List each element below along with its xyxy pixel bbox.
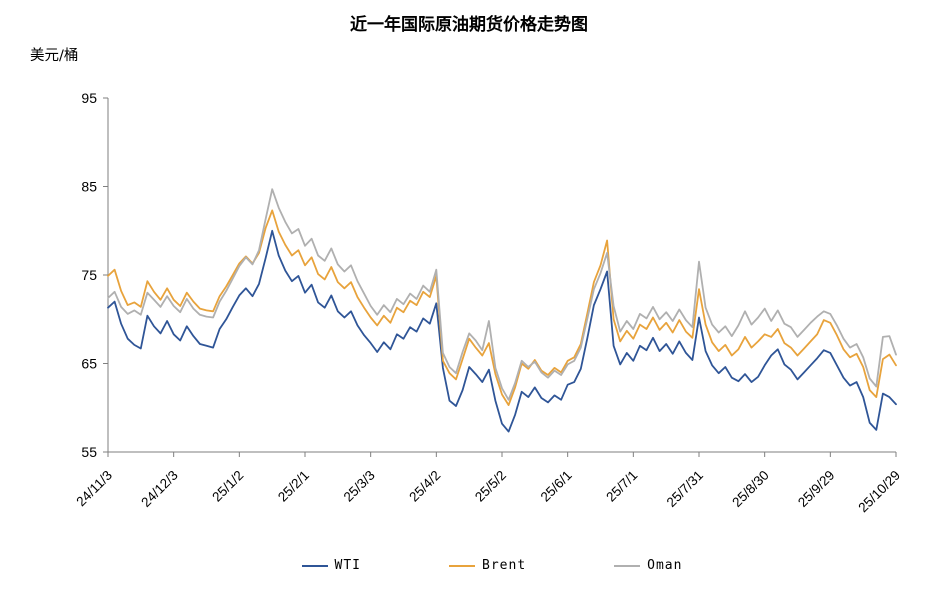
- oman-line-swatch: [614, 564, 641, 567]
- x-tick-label: 25/9/29: [795, 468, 837, 510]
- x-tick-label: 25/1/2: [209, 468, 246, 505]
- y-tick-label: 55: [81, 444, 97, 460]
- series-line-brent: [107, 209, 897, 407]
- y-tick-label: 85: [81, 179, 97, 195]
- chart-legend: WTI Brent Oman: [23, 558, 938, 573]
- page-title: 近一年国际原油期货价格走势图: [350, 15, 588, 35]
- x-tick-label: 25/8/30: [729, 468, 771, 510]
- x-tick-label: 25/4/2: [406, 468, 443, 505]
- x-tick-label: 24/12/3: [138, 468, 180, 510]
- x-tick-label: 25/5/2: [472, 468, 509, 505]
- series-line-oman: [107, 188, 897, 401]
- x-tick-label: 25/3/3: [341, 468, 378, 505]
- wti-line-swatch: [301, 564, 328, 567]
- legend-label-brent: Brent: [482, 558, 527, 573]
- legend-item-oman: Oman: [614, 558, 682, 573]
- brent-line-swatch: [449, 564, 476, 567]
- legend-item-brent: Brent: [449, 558, 526, 573]
- x-tick-label: 25/2/1: [275, 468, 312, 505]
- legend-item-wti: WTI: [301, 558, 362, 573]
- y-tick-label: 95: [81, 90, 97, 106]
- x-tick-label: 25/7/1: [603, 468, 640, 505]
- x-tick-label: 25/7/31: [664, 468, 706, 510]
- y-tick-label: 75: [81, 267, 97, 283]
- x-tick-label: 24/11/3: [73, 468, 115, 510]
- y-tick-label: 65: [81, 356, 97, 372]
- legend-label-wti: WTI: [334, 558, 362, 573]
- y-axis-unit-label: 美元/桶: [30, 48, 79, 64]
- x-tick-label: 25/10/29: [855, 468, 903, 516]
- legend-label-oman: Oman: [647, 558, 683, 573]
- x-tick-label: 25/6/1: [538, 468, 575, 505]
- series-line-wti: [107, 229, 897, 433]
